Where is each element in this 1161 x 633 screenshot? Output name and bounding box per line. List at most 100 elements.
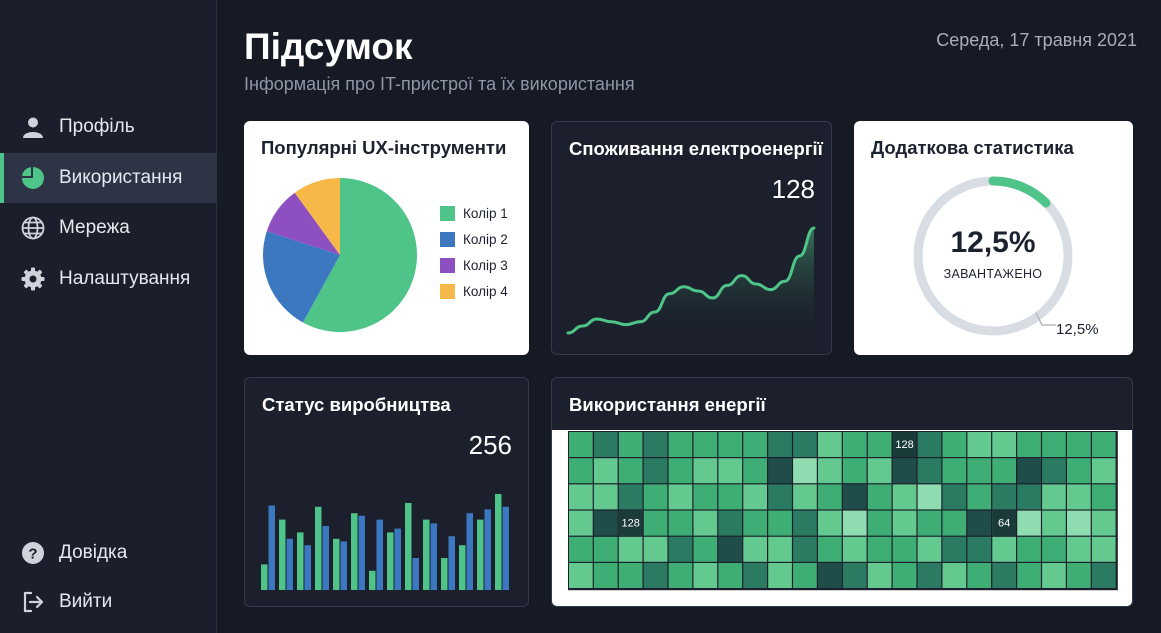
heatmap-cell xyxy=(743,536,767,562)
bar xyxy=(279,519,286,590)
bar xyxy=(333,538,340,590)
heatmap-cell xyxy=(967,536,992,562)
heatmap-cell xyxy=(992,484,1016,510)
pie-slice xyxy=(266,192,340,255)
heatmap-cell xyxy=(793,484,817,510)
bar xyxy=(394,528,401,590)
bar xyxy=(412,558,419,590)
heatmap-cell xyxy=(593,432,618,457)
heatmap-cell xyxy=(569,458,593,484)
heatmap-cell xyxy=(793,563,817,588)
heatmap-cell xyxy=(942,563,967,588)
extra-stats-card: Додаткова статистика 12,5% ЗАВАНТАЖЕНО 1… xyxy=(854,121,1133,355)
logout-icon xyxy=(20,589,46,615)
heatmap-cell xyxy=(693,458,718,484)
heatmap-cell xyxy=(892,484,917,510)
energy-consumption-card: Споживання електроенергії 128 xyxy=(551,121,832,355)
sidebar-item-help[interactable]: ? Довідка xyxy=(0,528,217,578)
sidebar-item-network[interactable]: Мережа xyxy=(0,203,217,253)
gauge-label: ЗАВАНТАЖЕНО xyxy=(943,267,1043,281)
legend-swatch xyxy=(440,206,455,221)
heatmap-cell xyxy=(892,536,917,562)
heatmap-cell xyxy=(842,510,867,536)
heatmap-cell xyxy=(818,458,842,484)
heatmap-cell xyxy=(743,510,767,536)
heatmap-cell xyxy=(1042,458,1066,484)
heatmap-cell xyxy=(618,563,643,588)
heatmap-cell xyxy=(818,432,842,457)
heatmap-cell xyxy=(693,563,718,588)
sidebar-item-label: Профіль xyxy=(59,116,135,137)
heatmap-cell xyxy=(718,510,743,536)
heatmap-cell xyxy=(693,510,718,536)
legend-item: Колір 3 xyxy=(440,258,508,273)
legend-label: Колір 1 xyxy=(463,206,508,221)
heatmap-cell xyxy=(618,484,643,510)
heatmap-cell xyxy=(793,432,817,457)
sidebar-item-profile[interactable]: Профіль xyxy=(0,102,217,152)
heatmap-cell xyxy=(569,510,593,536)
heatmap-cell xyxy=(768,536,792,562)
energy-area-chart xyxy=(566,226,816,340)
bar xyxy=(477,519,484,590)
heatmap-cell xyxy=(593,510,618,536)
gauge-progress xyxy=(988,176,1051,208)
heatmap-cell xyxy=(793,510,817,536)
heatmap-cell xyxy=(1017,484,1041,510)
heatmap-cell xyxy=(917,484,942,510)
gauge-leader-line xyxy=(1035,312,1056,326)
heatmap-cell xyxy=(842,563,867,588)
heatmap-cell xyxy=(668,563,693,588)
heatmap-cell xyxy=(917,432,942,457)
heatmap-cell xyxy=(569,563,593,588)
card-title: Додаткова статистика xyxy=(871,137,1074,158)
bar xyxy=(358,515,365,590)
heatmap-cell xyxy=(818,484,842,510)
heatmap-cell xyxy=(818,536,842,562)
heatmap-cell xyxy=(1042,432,1066,457)
heatmap-cell xyxy=(867,510,892,536)
heatmap-cell xyxy=(718,458,743,484)
heatmap-cell xyxy=(942,432,967,457)
svg-text:?: ? xyxy=(28,546,37,563)
heatmap-annotated-cell xyxy=(992,510,1016,536)
energy-value: 128 xyxy=(771,174,815,204)
bar xyxy=(322,526,329,590)
heatmap-cell xyxy=(942,484,967,510)
page-title: Підсумок xyxy=(244,26,413,67)
legend-label: Колір 3 xyxy=(463,258,508,273)
legend-swatch xyxy=(440,284,455,299)
heatmap-cell xyxy=(668,432,693,457)
heatmap-cell xyxy=(593,458,618,484)
production-value: 256 xyxy=(468,430,512,460)
sidebar-item-logout[interactable]: Вийти xyxy=(0,577,217,627)
legend-swatch xyxy=(440,232,455,247)
heatmap-cell xyxy=(618,536,643,562)
heatmap-cell xyxy=(743,563,767,588)
heatmap-cell xyxy=(593,563,618,588)
sidebar: Профіль Використання Мережа Налаштування… xyxy=(0,0,217,633)
area-fill xyxy=(568,228,814,340)
heatmap-cell xyxy=(718,484,743,510)
pie-chart-icon xyxy=(20,165,46,191)
legend-item: Колір 1 xyxy=(440,206,508,221)
heatmap-cell xyxy=(768,458,792,484)
production-bar-chart xyxy=(261,494,509,590)
heatmap-cell xyxy=(967,458,992,484)
bar xyxy=(448,536,455,590)
heatmap-cell xyxy=(842,432,867,457)
heatmap-cell xyxy=(1017,458,1041,484)
bar xyxy=(304,545,311,590)
heatmap-cell xyxy=(593,484,618,510)
heatmap-cell xyxy=(867,484,892,510)
bar xyxy=(369,570,376,590)
ux-tools-pie-chart xyxy=(263,178,417,332)
heatmap-cell xyxy=(643,536,668,562)
sidebar-item-settings[interactable]: Налаштування xyxy=(0,254,217,304)
heatmap-cell xyxy=(892,563,917,588)
heatmap-cell xyxy=(967,563,992,588)
production-status-card: Статус виробництва 256 xyxy=(244,377,529,607)
heatmap-cell xyxy=(842,458,867,484)
heatmap-cell xyxy=(668,510,693,536)
sidebar-item-usage[interactable]: Використання xyxy=(0,153,217,203)
